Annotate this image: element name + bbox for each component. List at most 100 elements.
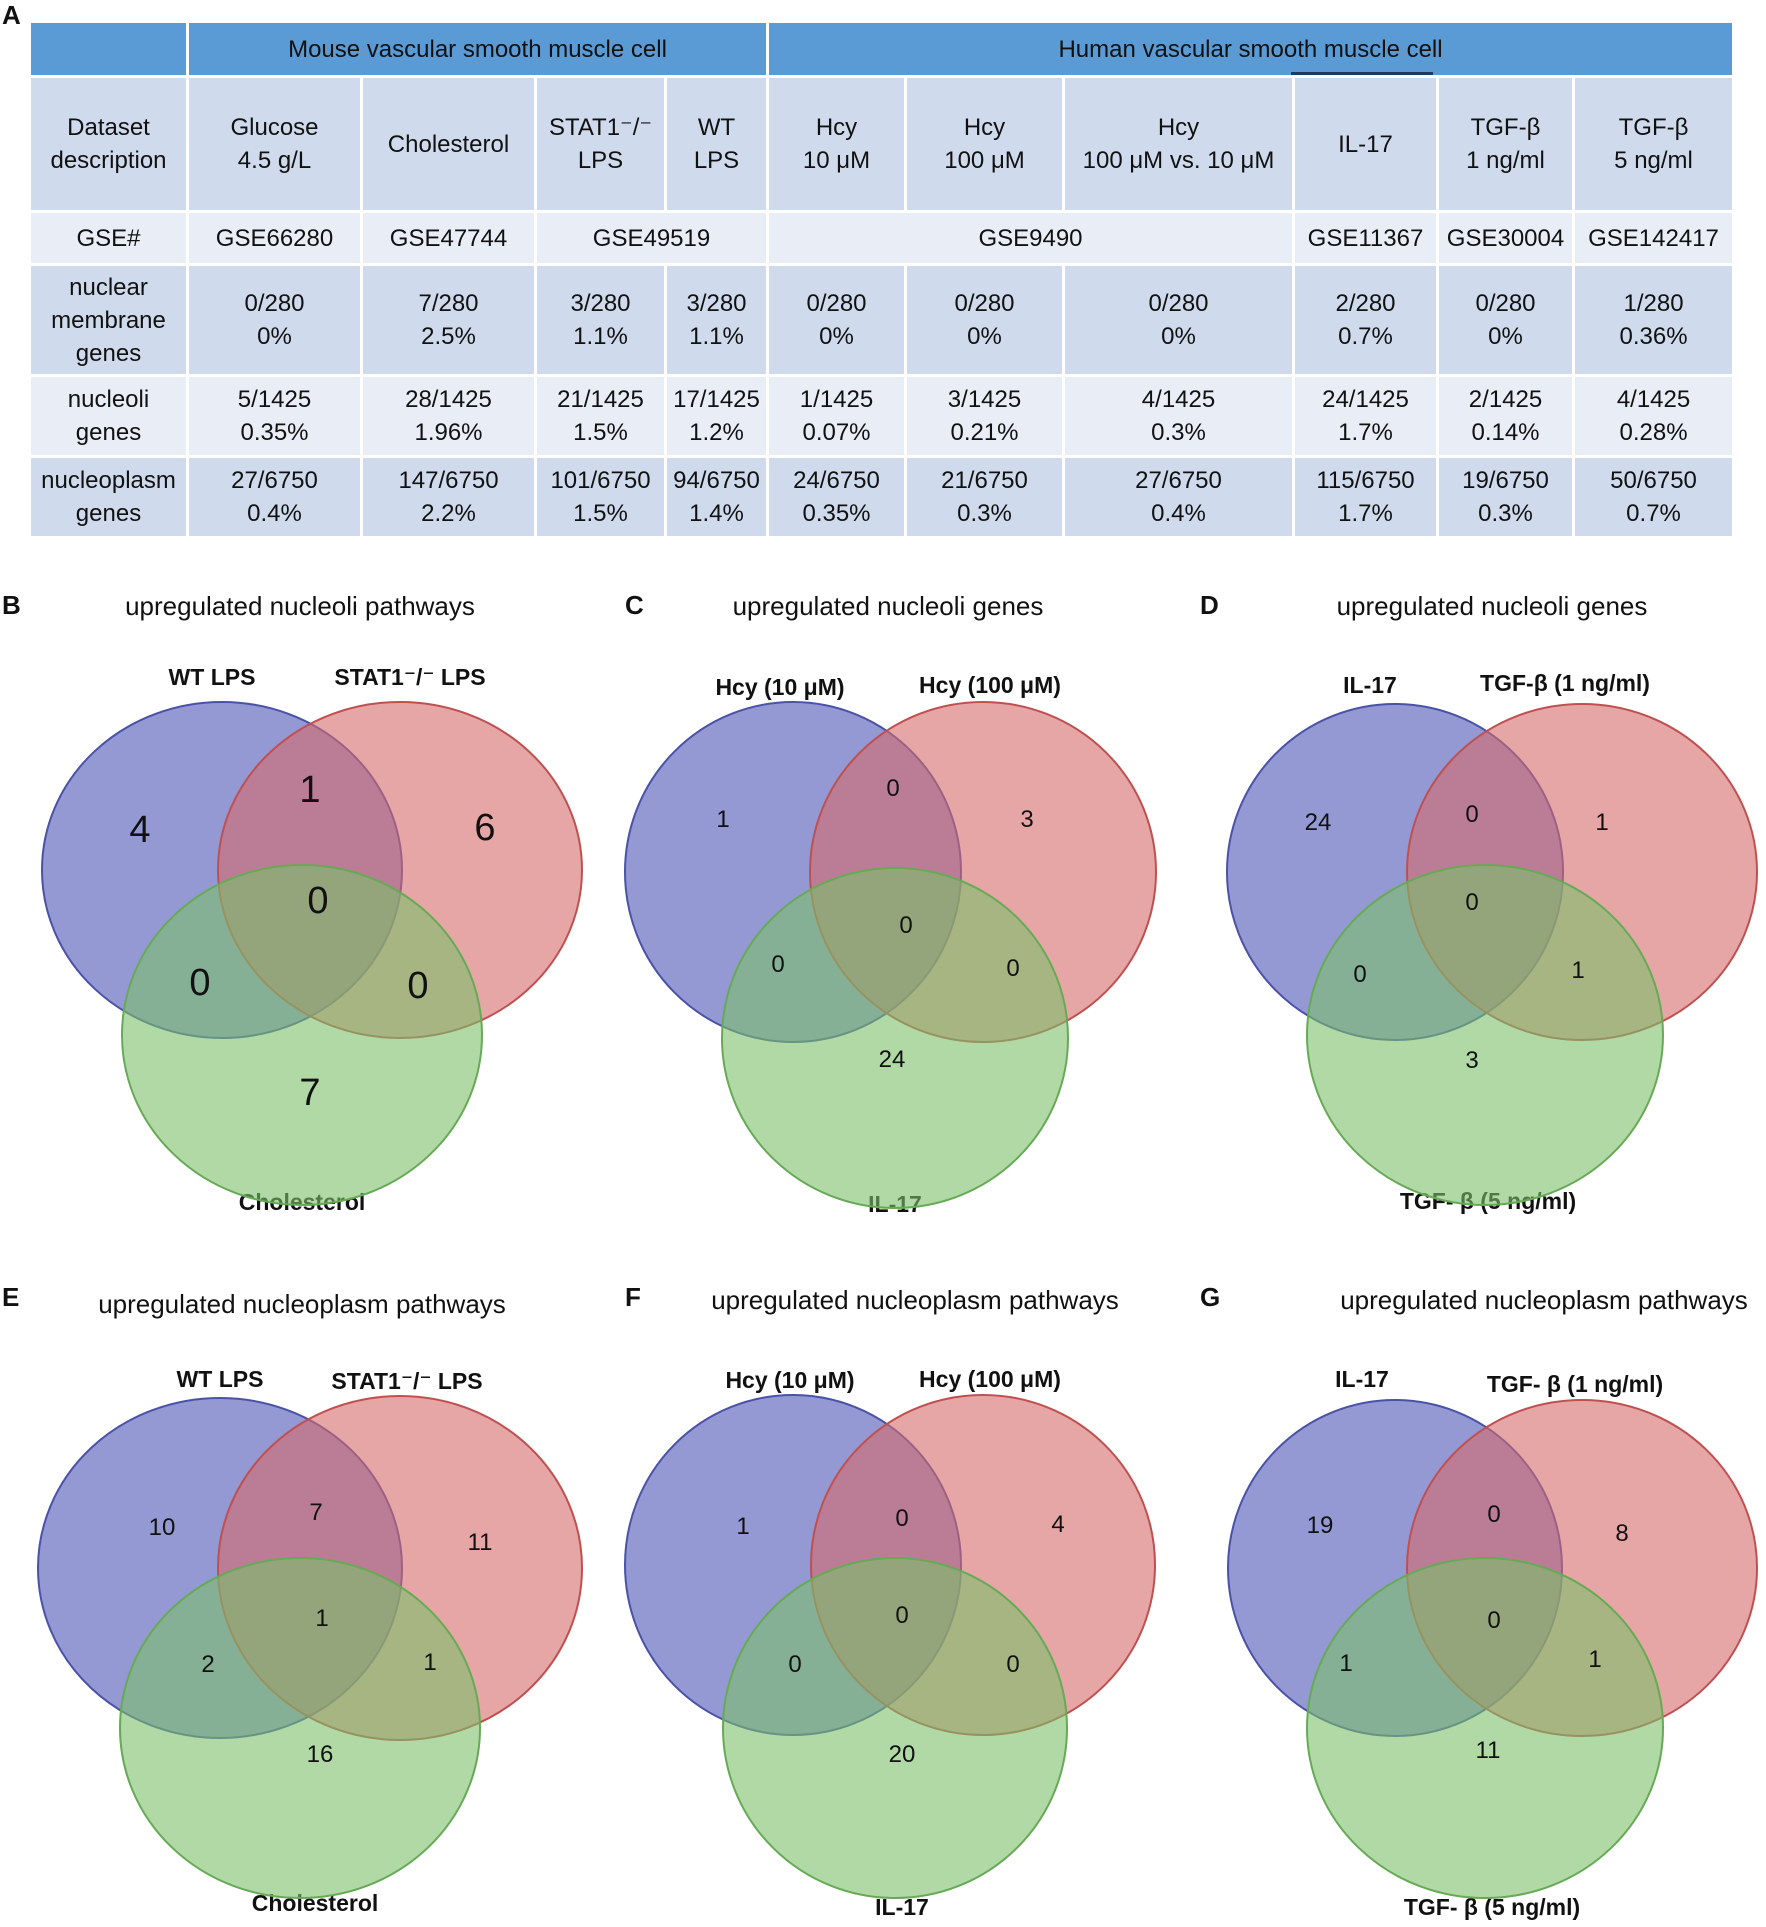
venn-e: upregulated nucleoplasm pathways WT LPS …: [37, 1289, 583, 1916]
set-label-a: Hcy (10 μM): [725, 1367, 854, 1393]
count-b-only: 1: [1595, 809, 1608, 836]
set-label-b: STAT1⁻/⁻ LPS: [331, 1368, 482, 1394]
mouse-group-header: Mouse vascular smooth muscle cell: [186, 20, 769, 78]
venn-d: upregulated nucleoli genes IL-17 TGF-β (…: [1226, 591, 1758, 1214]
venn-title: upregulated nucleoplasm pathways: [1340, 1285, 1748, 1315]
count-abc: 0: [307, 880, 328, 922]
row-label: GSE#: [28, 210, 189, 266]
venn-title: upregulated nucleoplasm pathways: [711, 1285, 1119, 1315]
table-cell: 3/280 1.1%: [664, 263, 769, 377]
set-c-ellipse: [119, 1557, 481, 1899]
count-a-only: 10: [149, 1514, 176, 1541]
count-abc: 1: [315, 1605, 328, 1632]
row-label: nuclear membrane genes: [28, 263, 189, 377]
table-cell: 24/1425 1.7%: [1292, 374, 1439, 458]
panel-e-letter: E: [2, 1282, 20, 1312]
table-cell: 7/280 2.5%: [360, 263, 537, 377]
table-cell: GSE66280: [186, 210, 363, 266]
set-c-ellipse: [121, 864, 483, 1206]
table-cell: 19/6750 0.3%: [1436, 455, 1575, 539]
set-c-ellipse: [721, 867, 1069, 1209]
count-b-only: 4: [1051, 1511, 1064, 1538]
count-abc: 0: [1465, 889, 1478, 916]
count-ab: 0: [1487, 1501, 1500, 1528]
count-c-only: 16: [307, 1741, 334, 1768]
panel-a-letter: A: [2, 0, 21, 30]
count-a-only: 24: [1305, 809, 1332, 836]
set-label-b: STAT1⁻/⁻ LPS: [334, 664, 485, 690]
set-label-a: WT LPS: [177, 1366, 264, 1392]
table-cell: GSE11367: [1292, 210, 1439, 266]
count-ac: 0: [1353, 961, 1366, 988]
count-abc: 0: [895, 1602, 908, 1629]
venn-c: upregulated nucleoli genes Hcy (10 μM) H…: [624, 591, 1157, 1217]
table-cell: 28/1425 1.96%: [360, 374, 537, 458]
table-cell: 0/280 0%: [1062, 263, 1295, 377]
count-ac: 0: [189, 962, 210, 1004]
table-cell: STAT1⁻/⁻ LPS: [534, 75, 667, 213]
table-cell: 1/1425 0.07%: [766, 374, 907, 458]
gse-row: GSE# GSE66280 GSE47744 GSE49519 GSE9490 …: [28, 210, 1736, 266]
table-cell: 101/6750 1.5%: [534, 455, 667, 539]
set-label-b: TGF- β (1 ng/ml): [1487, 1371, 1663, 1397]
set-label-b: Hcy (100 μM): [919, 672, 1061, 698]
count-a-only: 1: [716, 806, 729, 833]
count-ac: 0: [788, 1651, 801, 1678]
count-c-only: 7: [299, 1072, 320, 1114]
panel-f-letter: F: [625, 1282, 641, 1312]
set-c-ellipse: [1306, 864, 1664, 1206]
venn-f: upregulated nucleoplasm pathways Hcy (10…: [624, 1285, 1156, 1920]
table-cell: 0/280 0%: [766, 263, 907, 377]
panel-d-letter: D: [1200, 590, 1219, 620]
venn-g: upregulated nucleoplasm pathways IL-17 T…: [1227, 1285, 1758, 1920]
set-label-b: TGF-β (1 ng/ml): [1480, 670, 1650, 696]
set-label-a: WT LPS: [169, 664, 256, 690]
description-row: Dataset description Glucose 4.5 g/L Choles…: [28, 75, 1736, 213]
table-cell: 2/280 0.7%: [1292, 263, 1439, 377]
nuclear-membrane-row: nuclear membrane genes 0/280 0% 7/280 2.5% 3…: [28, 263, 1736, 377]
count-b-only: 3: [1020, 806, 1033, 833]
header-blank-cell: [28, 20, 189, 78]
set-label-b: Hcy (100 μM): [919, 1366, 1061, 1392]
count-bc: 1: [1588, 1646, 1601, 1673]
table-cell: 4/1425 0.28%: [1571, 374, 1736, 458]
table-cell: Glucose 4.5 g/L: [186, 75, 363, 213]
count-abc: 0: [899, 912, 912, 939]
count-bc: 0: [407, 965, 428, 1007]
panel-g-letter: G: [1200, 1282, 1221, 1312]
count-ac: 2: [201, 1651, 214, 1678]
table-cell: 21/1425 1.5%: [534, 374, 667, 458]
venn-title: upregulated nucleoli pathways: [125, 591, 475, 621]
count-bc: 0: [1006, 1651, 1019, 1678]
count-ab: 7: [309, 1499, 322, 1526]
table-cell: 0/280 0%: [1436, 263, 1575, 377]
venn-b: upregulated nucleoli pathways WT LPS STA…: [41, 591, 583, 1215]
set-c-ellipse: [1306, 1557, 1664, 1899]
table-cell: GSE30004: [1436, 210, 1575, 266]
count-ab: 1: [299, 769, 320, 811]
count-a-only: 1: [736, 1513, 749, 1540]
table-cell: IL-17: [1292, 75, 1439, 213]
count-b-only: 11: [468, 1529, 493, 1556]
set-label-a: Hcy (10 μM): [715, 674, 844, 700]
table-cell: 1/280 0.36%: [1571, 263, 1736, 377]
row-label: Dataset description: [28, 75, 189, 213]
table-cell: 24/6750 0.35%: [766, 455, 907, 539]
count-a-only: 4: [129, 809, 150, 851]
header-accent-line: [1291, 72, 1433, 75]
table-cell: Hcy 10 μM: [766, 75, 907, 213]
table-cell: 17/1425 1.2%: [664, 374, 769, 458]
table-cell: 2/1425 0.14%: [1436, 374, 1575, 458]
panel-c-letter: C: [625, 590, 644, 620]
count-bc: 1: [423, 1649, 436, 1676]
count-c-only: 24: [879, 1046, 906, 1073]
count-ac: 1: [1339, 1650, 1352, 1677]
table-cell: TGF-β 5 ng/ml: [1571, 75, 1736, 213]
count-c-only: 20: [889, 1741, 916, 1768]
human-group-header: Human vascular smooth muscle cell: [765, 20, 1736, 78]
count-ab: 0: [1465, 801, 1478, 828]
table-cell: 27/6750 0.4%: [1062, 455, 1295, 539]
table-cell: 0/280 0%: [904, 263, 1065, 377]
table-cell: 3/280 1.1%: [534, 263, 667, 377]
table-cell: TGF-β 1 ng/ml: [1436, 75, 1575, 213]
